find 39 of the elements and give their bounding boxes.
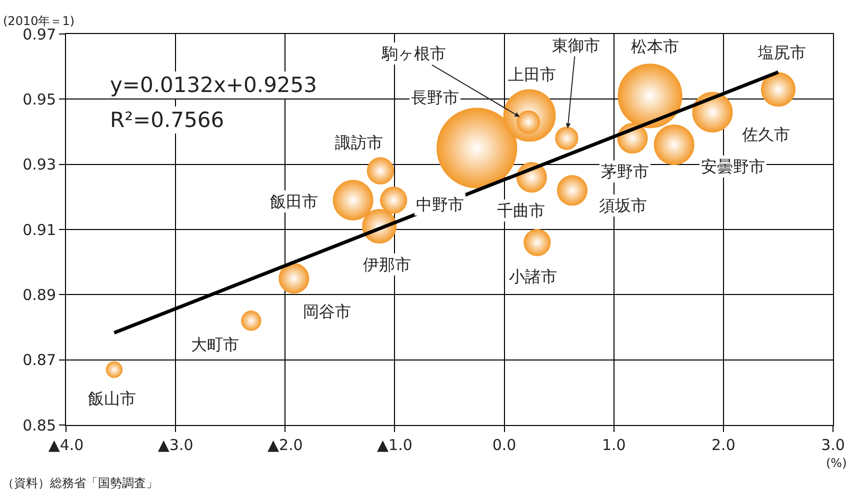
y-tick-label: 0.91 xyxy=(22,220,56,239)
annotation: 大町市 xyxy=(191,335,239,354)
annotation: 駒ヶ根市 xyxy=(381,44,446,63)
annotation: R²=0.7566 xyxy=(110,108,224,132)
y-tick-label: 0.95 xyxy=(22,90,56,108)
x-tick-label: 3.0 xyxy=(821,436,845,454)
annotation: 上田市 xyxy=(508,65,556,84)
annotation: 安曇野市 xyxy=(701,157,765,176)
text: （資料）総務省「国勢調査」 xyxy=(2,476,158,490)
y-tick-label: 0.89 xyxy=(22,286,56,304)
annotation: 長野市 xyxy=(411,88,459,107)
annotation: 茅野市 xyxy=(601,162,649,181)
x-tick-label: ▲4.0 xyxy=(48,436,84,454)
annotation: 飯田市 xyxy=(270,192,318,211)
annotation: y=0.0132x+0.9253 xyxy=(110,73,318,97)
annotation: 佐久市 xyxy=(742,125,790,144)
annotation: 岡谷市 xyxy=(303,302,351,321)
y-tick-label: 0.97 xyxy=(22,25,56,44)
x-tick-label: ▲2.0 xyxy=(267,436,303,454)
x-tick-label: 1.0 xyxy=(602,436,626,454)
annotation: 伊那市 xyxy=(363,255,411,274)
y-axis-title: (2010年＝1) xyxy=(3,14,75,28)
annotation: 松本市 xyxy=(631,37,679,56)
annotation: 飯山市 xyxy=(88,389,136,408)
annotation: 中野市 xyxy=(416,195,464,214)
x-axis-title: (%) xyxy=(826,456,847,470)
annotation: 塩尻市 xyxy=(757,43,806,62)
y-tick-label: 0.93 xyxy=(22,156,56,174)
annotation: 須坂市 xyxy=(599,196,647,215)
x-tick-label: ▲1.0 xyxy=(377,436,412,454)
y-tick-label: 0.87 xyxy=(22,351,56,370)
x-tick-label: ▲3.0 xyxy=(158,436,194,454)
annotation: 小諸市 xyxy=(509,267,557,286)
x-tick-label: 0.0 xyxy=(492,436,516,454)
x-tick-label: 2.0 xyxy=(712,436,736,454)
annotation: 諏訪市 xyxy=(335,133,383,152)
y-tick-label: 0.85 xyxy=(22,416,56,434)
annotation: 千曲市 xyxy=(497,201,545,220)
annotation: 東御市 xyxy=(552,36,600,55)
